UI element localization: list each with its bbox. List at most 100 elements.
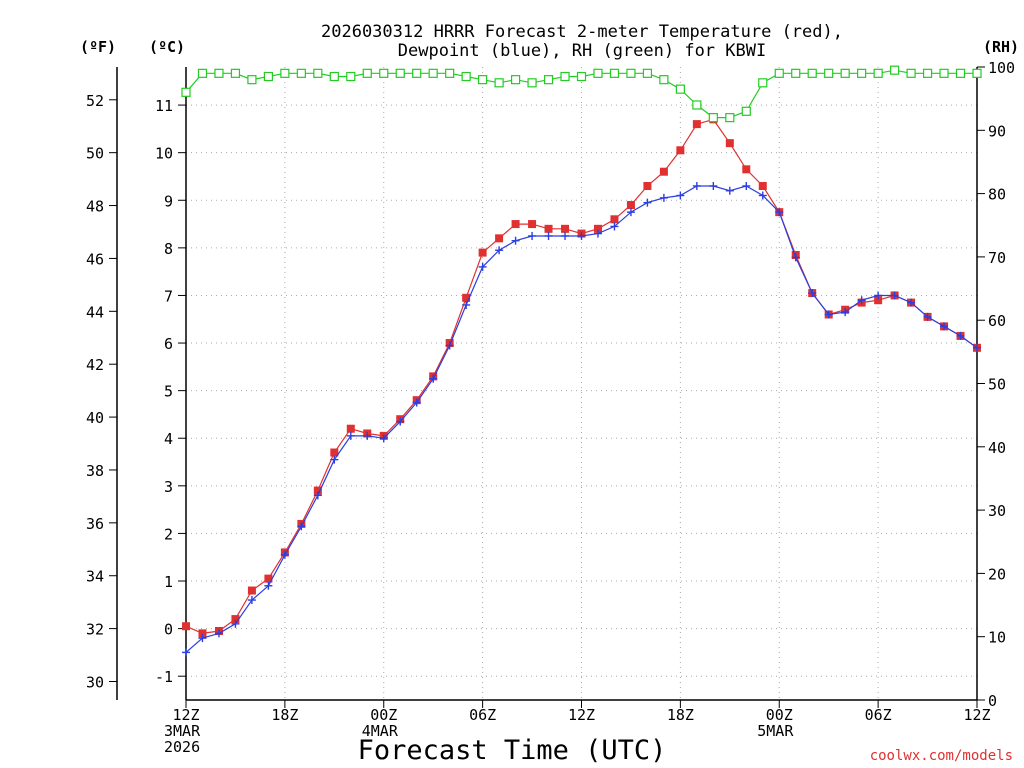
dewpoint-point [610, 222, 619, 231]
dewpoint-point [956, 331, 965, 340]
rh-tick-label: 0 [988, 692, 997, 710]
rh-point [263, 71, 273, 82]
rh-point [510, 75, 521, 85]
rh-point [807, 68, 817, 78]
dewpoint-point [445, 341, 454, 350]
temperature-line [185, 118, 978, 635]
temperature-point [198, 629, 207, 638]
temperature-point [610, 215, 619, 224]
rh-tick-label: 50 [988, 376, 1006, 394]
dewpoint-point [528, 231, 537, 240]
rh-point [412, 68, 422, 78]
rh-point [379, 68, 389, 78]
dewpoint-point [495, 246, 504, 255]
dewpoint-point [511, 236, 520, 245]
rh-point [840, 68, 850, 78]
celsius-tick-label: -1 [155, 668, 173, 686]
fahrenheit-tick-label: 34 [86, 568, 104, 586]
rh-point [346, 71, 356, 82]
dewpoint-point [775, 208, 784, 217]
celsius-tick-label: 0 [164, 621, 173, 639]
fahrenheit-tick-label: 40 [86, 409, 104, 427]
rh-point [626, 68, 636, 78]
dewpoint-point [462, 300, 471, 309]
dewpoint-point [214, 629, 223, 638]
rh-tick-label: 60 [988, 312, 1006, 330]
fahrenheit-tick-label: 38 [86, 462, 104, 480]
chart-title-line-1: 2026030312 HRRR Forecast 2-meter Tempera… [321, 22, 843, 42]
dewpoint-point [330, 455, 339, 464]
temperature-point [313, 486, 322, 495]
temperature-point [346, 424, 355, 433]
celsius-tick-label: 4 [164, 430, 173, 448]
rh-point [758, 78, 768, 88]
rh-point [527, 78, 537, 88]
dewpoint-point [280, 550, 289, 559]
celsius-tick-label: 7 [164, 287, 173, 305]
x-tick-label: 12Z [568, 706, 595, 724]
rh-point [972, 68, 982, 78]
fahrenheit-tick-label: 46 [86, 250, 104, 268]
dewpoint-point [478, 262, 487, 271]
dewpoint-point [808, 289, 817, 298]
dewpoint-point [907, 298, 916, 307]
x-axis-title: Forecast Time (UTC) [358, 735, 667, 766]
rh-point [181, 87, 191, 97]
fahrenheit-tick-label: 30 [86, 673, 104, 691]
rh-point [922, 68, 933, 78]
temperature-point [528, 220, 537, 229]
rh-unit-label: (RH) [983, 38, 1019, 56]
rh-point [890, 65, 900, 75]
rh-point [659, 75, 669, 85]
rh-point [247, 75, 257, 85]
temperature-point [330, 448, 339, 457]
rh-point [939, 68, 949, 78]
x-tick-label: 18Z [271, 706, 298, 724]
rh-point [824, 68, 834, 78]
celsius-tick-label: 6 [164, 335, 173, 353]
dewpoint-point [297, 522, 306, 531]
x-tick-label: 06Z [865, 706, 892, 724]
credit-link[interactable]: coolwx.com/models [870, 748, 1013, 764]
rh-point [642, 68, 653, 78]
temperature-point [544, 224, 553, 233]
rh-point [214, 68, 224, 78]
rh-point [906, 68, 916, 78]
dewpoint-point [973, 343, 981, 352]
rh-point [576, 71, 587, 82]
x-tick-label: 12Z [172, 706, 199, 724]
dewpoint-point [643, 198, 652, 207]
fahrenheit-tick-label: 42 [86, 356, 104, 374]
celsius-tick-label: 9 [164, 192, 173, 210]
temperature-point [247, 586, 256, 595]
fahrenheit-tick-label: 36 [86, 515, 104, 533]
celsius-tick-label: 10 [155, 145, 173, 163]
temperature-point [264, 574, 273, 583]
dewpoint-point [692, 181, 701, 190]
fahrenheit-tick-label: 52 [86, 92, 104, 110]
x-tick-date-label: 4MAR [362, 722, 399, 740]
rh-tick-label: 90 [988, 122, 1006, 140]
dewpoint-point [412, 398, 421, 407]
rh-point [494, 78, 504, 88]
x-tick-label: 12Z [963, 706, 990, 724]
temperature-point [874, 296, 883, 305]
temperature-point [626, 201, 635, 210]
celsius-unit-label: (ºC) [149, 38, 185, 56]
dewpoint-point [379, 434, 388, 443]
dewpoint-point [313, 491, 322, 500]
rh-tick-label: 40 [988, 439, 1006, 457]
x-tick-label: 18Z [667, 706, 694, 724]
x-tick-date-label: 3MAR [164, 722, 201, 740]
x-tick-label: 00Z [766, 706, 793, 724]
rh-tick-label: 10 [988, 629, 1006, 647]
dewpoint-point [198, 634, 207, 643]
fahrenheit-tick-label: 50 [86, 145, 104, 163]
rh-point [560, 71, 570, 82]
rh-point [280, 68, 290, 78]
dewpoint-point [923, 312, 932, 321]
temperature-point [676, 146, 685, 155]
rh-tick-label: 100 [988, 59, 1015, 77]
rh-tick-label: 30 [988, 502, 1006, 520]
celsius-tick-label: 8 [164, 240, 173, 258]
